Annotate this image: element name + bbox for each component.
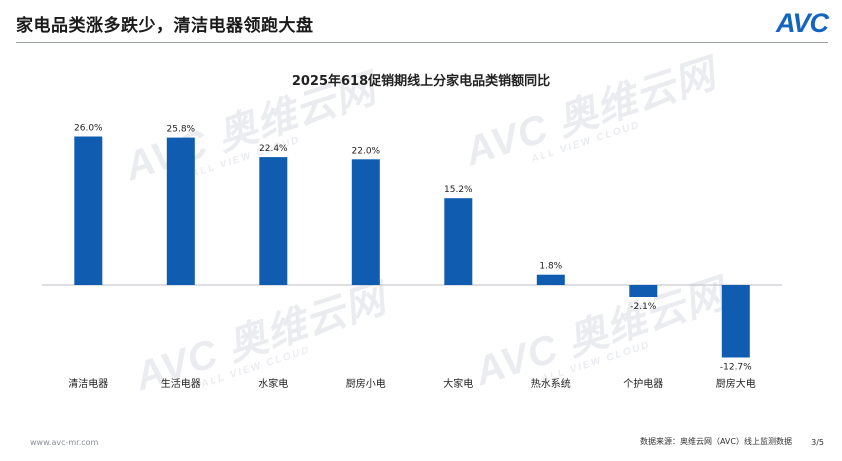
bar-3 (259, 157, 288, 285)
data-label: 25.8% (167, 125, 196, 135)
avc-logo-text: AVC (775, 8, 829, 38)
category-label: 生活电器 (161, 377, 201, 390)
chart-title: 2025年618促销期线上分家电品类销额同比 (291, 74, 551, 89)
title-divider (16, 42, 828, 43)
data-label: 1.8% (539, 262, 562, 272)
data-label: 26.0% (74, 124, 103, 134)
bar-7 (629, 285, 658, 297)
category-label: 厨房小电 (346, 377, 386, 390)
data-label: -2.1% (630, 302, 657, 312)
avc-logo: AVC (775, 8, 829, 39)
data-source: 数据来源：奥维云网（AVC）线上监测数据 (639, 437, 792, 446)
category-label: 热水系统 (531, 377, 571, 390)
category-label: 水家电 (258, 377, 288, 390)
bar-5 (444, 198, 473, 285)
page-number: 3/5 (811, 438, 824, 447)
data-label: -12.7% (720, 363, 752, 373)
bar-2 (166, 137, 195, 285)
category-label: 个护电器 (623, 377, 663, 390)
bar-8 (721, 285, 750, 358)
category-label: 清洁电器 (68, 377, 108, 390)
category-label: 大家电 (443, 377, 473, 390)
slide-title: 家电品类涨多跌少，清洁电器领跑大盘 (16, 16, 314, 36)
category-label: 厨房大电 (716, 377, 756, 390)
bar-4 (351, 159, 380, 285)
website-url: www.avc-mr.com (30, 438, 99, 447)
data-label: 15.2% (444, 185, 473, 195)
bar-1 (74, 136, 103, 285)
data-label: 22.0% (352, 146, 381, 156)
bar-6 (536, 274, 565, 285)
data-label: 22.4% (259, 144, 288, 154)
